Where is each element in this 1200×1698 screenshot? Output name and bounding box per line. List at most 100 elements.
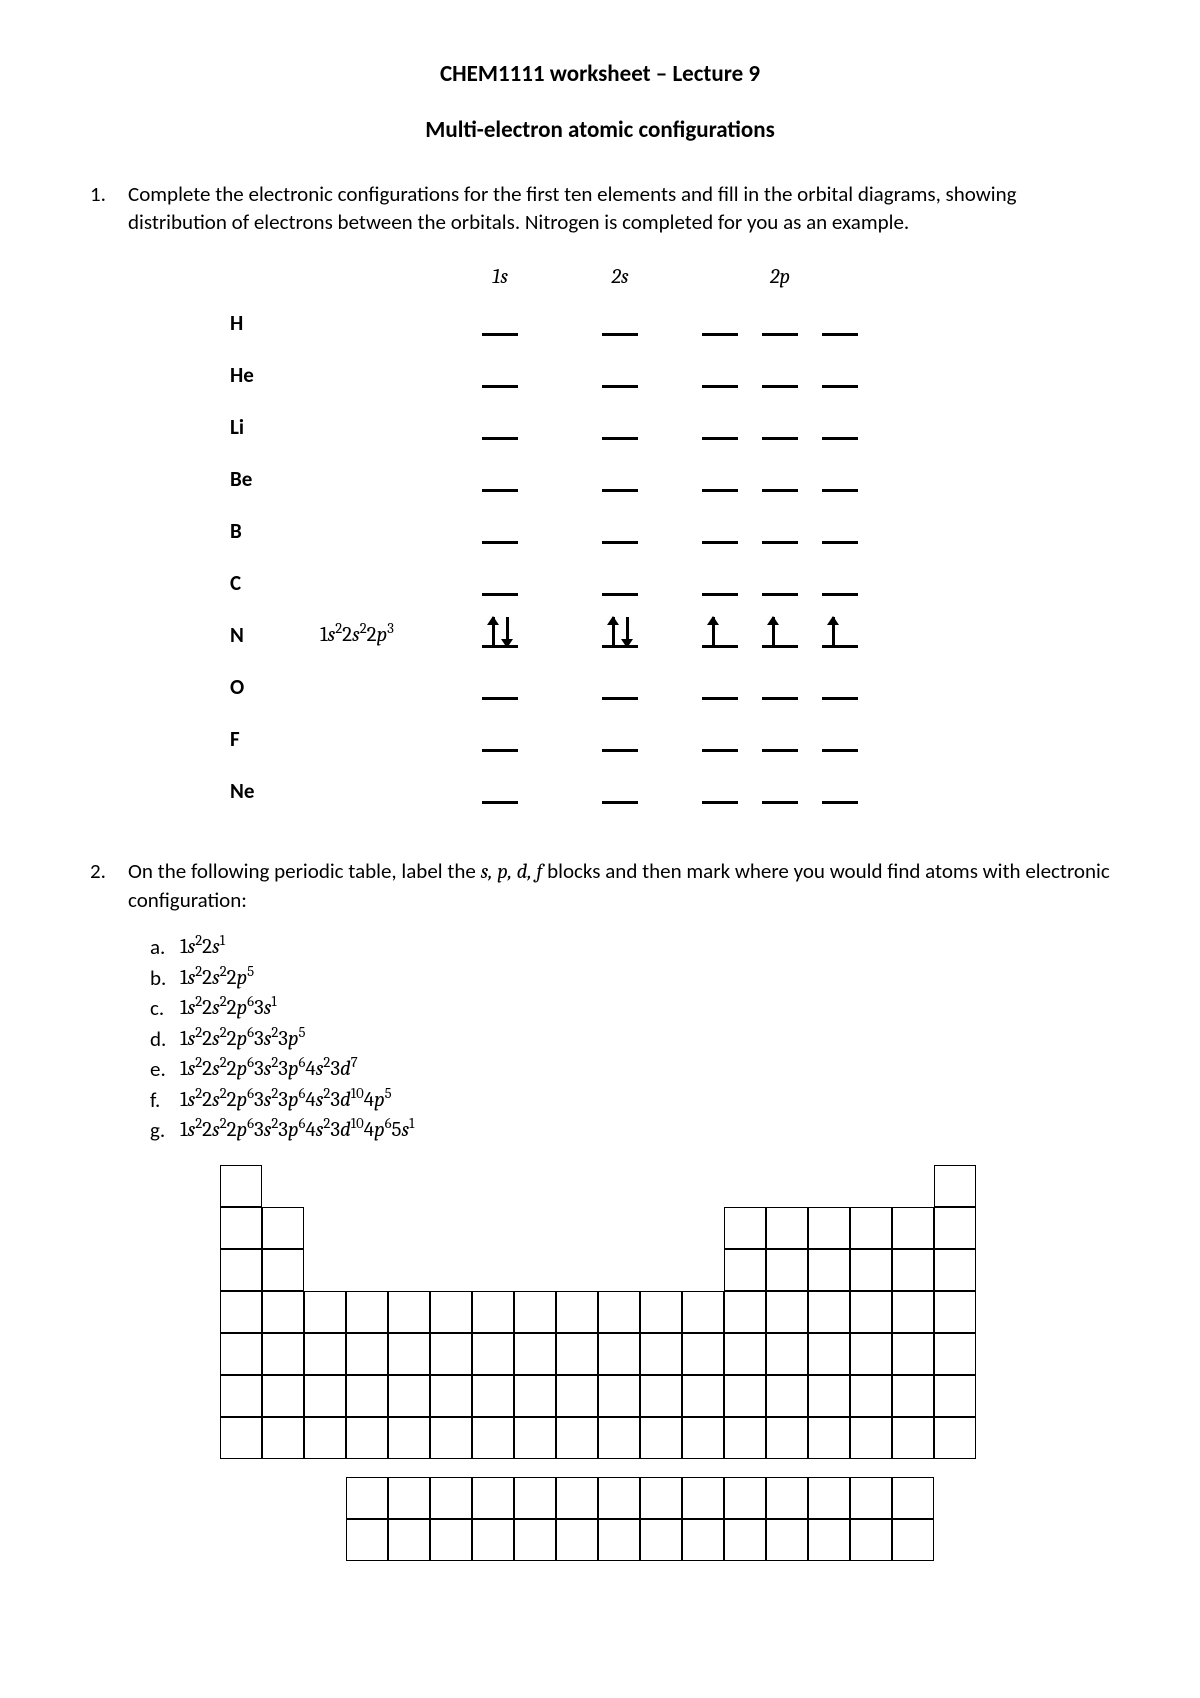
element-config [320,557,450,609]
orbital-slot [482,623,518,648]
pt-cell [262,1207,304,1249]
pt-row [220,1417,1110,1459]
pt-cell [556,1519,598,1561]
pt-cell [724,1207,766,1249]
subitem-config: 1s22s22p63s1 [180,993,277,1023]
pt-cell [640,1291,682,1333]
pt-cell [934,1417,976,1459]
element-row: O [230,661,870,713]
orbital-slot [602,623,638,648]
orbital-slot [602,779,638,804]
pt-cell [682,1375,724,1417]
pt-cell [220,1375,262,1417]
pt-cell [682,1333,724,1375]
pt-cell [682,1291,724,1333]
element-symbol: F [230,713,320,765]
pt-cell [724,1519,766,1561]
pt-cell [472,1477,514,1519]
orbital-slot [762,779,798,804]
pt-cell [682,1477,724,1519]
orbital-slot [482,415,518,440]
element-config [320,713,450,765]
pt-cell [388,1477,430,1519]
element-config [320,401,450,453]
orbital-slot [762,727,798,752]
orbital-slot [482,311,518,336]
orbital-slot [702,727,738,752]
subitem-letter: d. [150,1024,180,1054]
element-row: Ne [230,765,870,817]
pt-cell [640,1417,682,1459]
orbital-slot [702,467,738,492]
orbital-slot [762,675,798,700]
pt-cell [346,1519,388,1561]
pt-cell [934,1249,976,1291]
header-1s: 1s [450,257,550,297]
element-config [320,453,450,505]
pt-cell [892,1249,934,1291]
pt-cell [388,1375,430,1417]
element-row: C [230,557,870,609]
subitem-config: 1s22s22p63s23p64s23d7 [180,1054,358,1084]
subitem-letter: g. [150,1115,180,1145]
orbital-slot [762,415,798,440]
pt-fblock-row [220,1477,1110,1519]
orbital-slot [482,779,518,804]
orbital-slot [822,675,858,700]
pt-cell [808,1291,850,1333]
pt-cell [556,1333,598,1375]
pt-row [220,1375,1110,1417]
pt-cell [262,1417,304,1459]
pt-cell [682,1417,724,1459]
orbital-slot [822,311,858,336]
orbital-diagram-table: 1s 2s 2p HHeLiBeBCN1s22s22p3OFNe [230,257,870,817]
header-2p: 2p [750,257,810,297]
pt-cell [892,1477,934,1519]
config-subitem: e.1s22s22p63s23p64s23d7 [150,1054,1110,1084]
config-subitem: f.1s22s22p63s23p64s23d104p5 [150,1085,1110,1115]
pt-cell [430,1291,472,1333]
pt-cell [808,1249,850,1291]
element-symbol: N [230,609,320,661]
orbital-slot [702,779,738,804]
pt-cell [766,1519,808,1561]
orbital-slot [602,727,638,752]
orbital-slot [702,519,738,544]
pt-cell [808,1375,850,1417]
pt-row [220,1291,1110,1333]
pt-cell [556,1291,598,1333]
config-subitem: c.1s22s22p63s1 [150,993,1110,1023]
orbital-slot [822,467,858,492]
pt-cell [472,1333,514,1375]
pt-cell [808,1519,850,1561]
pt-cell [346,1477,388,1519]
q2-number: 2. [90,857,128,915]
orbital-slot [762,623,798,648]
pt-cell [598,1477,640,1519]
element-symbol: Be [230,453,320,505]
config-subitem: g.1s22s22p63s23p64s23d104p65s1 [150,1115,1110,1145]
orbital-slot [602,519,638,544]
pt-cell [388,1417,430,1459]
element-symbol: B [230,505,320,557]
pt-cell [766,1477,808,1519]
orbital-slot [482,727,518,752]
orbital-slot [822,571,858,596]
pt-cell [220,1207,262,1249]
subitem-config: 1s22s22p63s23p64s23d104p65s1 [180,1115,414,1145]
arrow-down-icon [619,617,635,647]
pt-cell [262,1375,304,1417]
pt-fblock-row [220,1519,1110,1561]
pt-cell [850,1291,892,1333]
pt-cell [934,1165,976,1207]
subitem-letter: e. [150,1054,180,1084]
subitem-letter: c. [150,993,180,1023]
header-2s: 2s [570,257,670,297]
pt-cell [766,1417,808,1459]
arrow-up-icon [765,617,781,647]
element-symbol: He [230,349,320,401]
orbital-slot [702,623,738,648]
pt-cell [304,1417,346,1459]
pt-cell [766,1207,808,1249]
pt-cell [430,1519,472,1561]
